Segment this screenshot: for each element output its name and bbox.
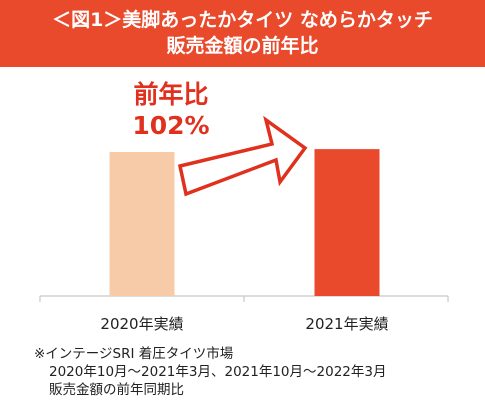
annotation-value: 102% (132, 111, 209, 140)
growth-arrow (177, 115, 308, 197)
chart-title-banner: ＜図1＞美脚あったかタイツ なめらかタッチ 販売金額の前年比 (0, 0, 485, 67)
footnote-line-3: 販売金額の前年同期比 (49, 382, 184, 398)
annotation-label: 前年比 (133, 80, 208, 109)
footnote: ※インテージSRI 着圧タイツ市場 2020年10月～2021年3月、2021年… (34, 345, 386, 399)
x-tick-label: 2021年実績 (305, 315, 388, 333)
bar-2 (314, 149, 380, 296)
x-tick-label: 2020年実績 (100, 315, 183, 333)
footnote-line-2: 2020年10月～2021年3月、2021年10月～2022年3月 (49, 364, 387, 380)
bar-1 (109, 152, 175, 296)
chart-title: ＜図1＞美脚あったかタイツ なめらかタッチ (52, 9, 433, 31)
chart-subtitle: 販売金額の前年比 (166, 35, 319, 57)
footnote-line-1: ※インテージSRI 着圧タイツ市場 (34, 346, 234, 362)
